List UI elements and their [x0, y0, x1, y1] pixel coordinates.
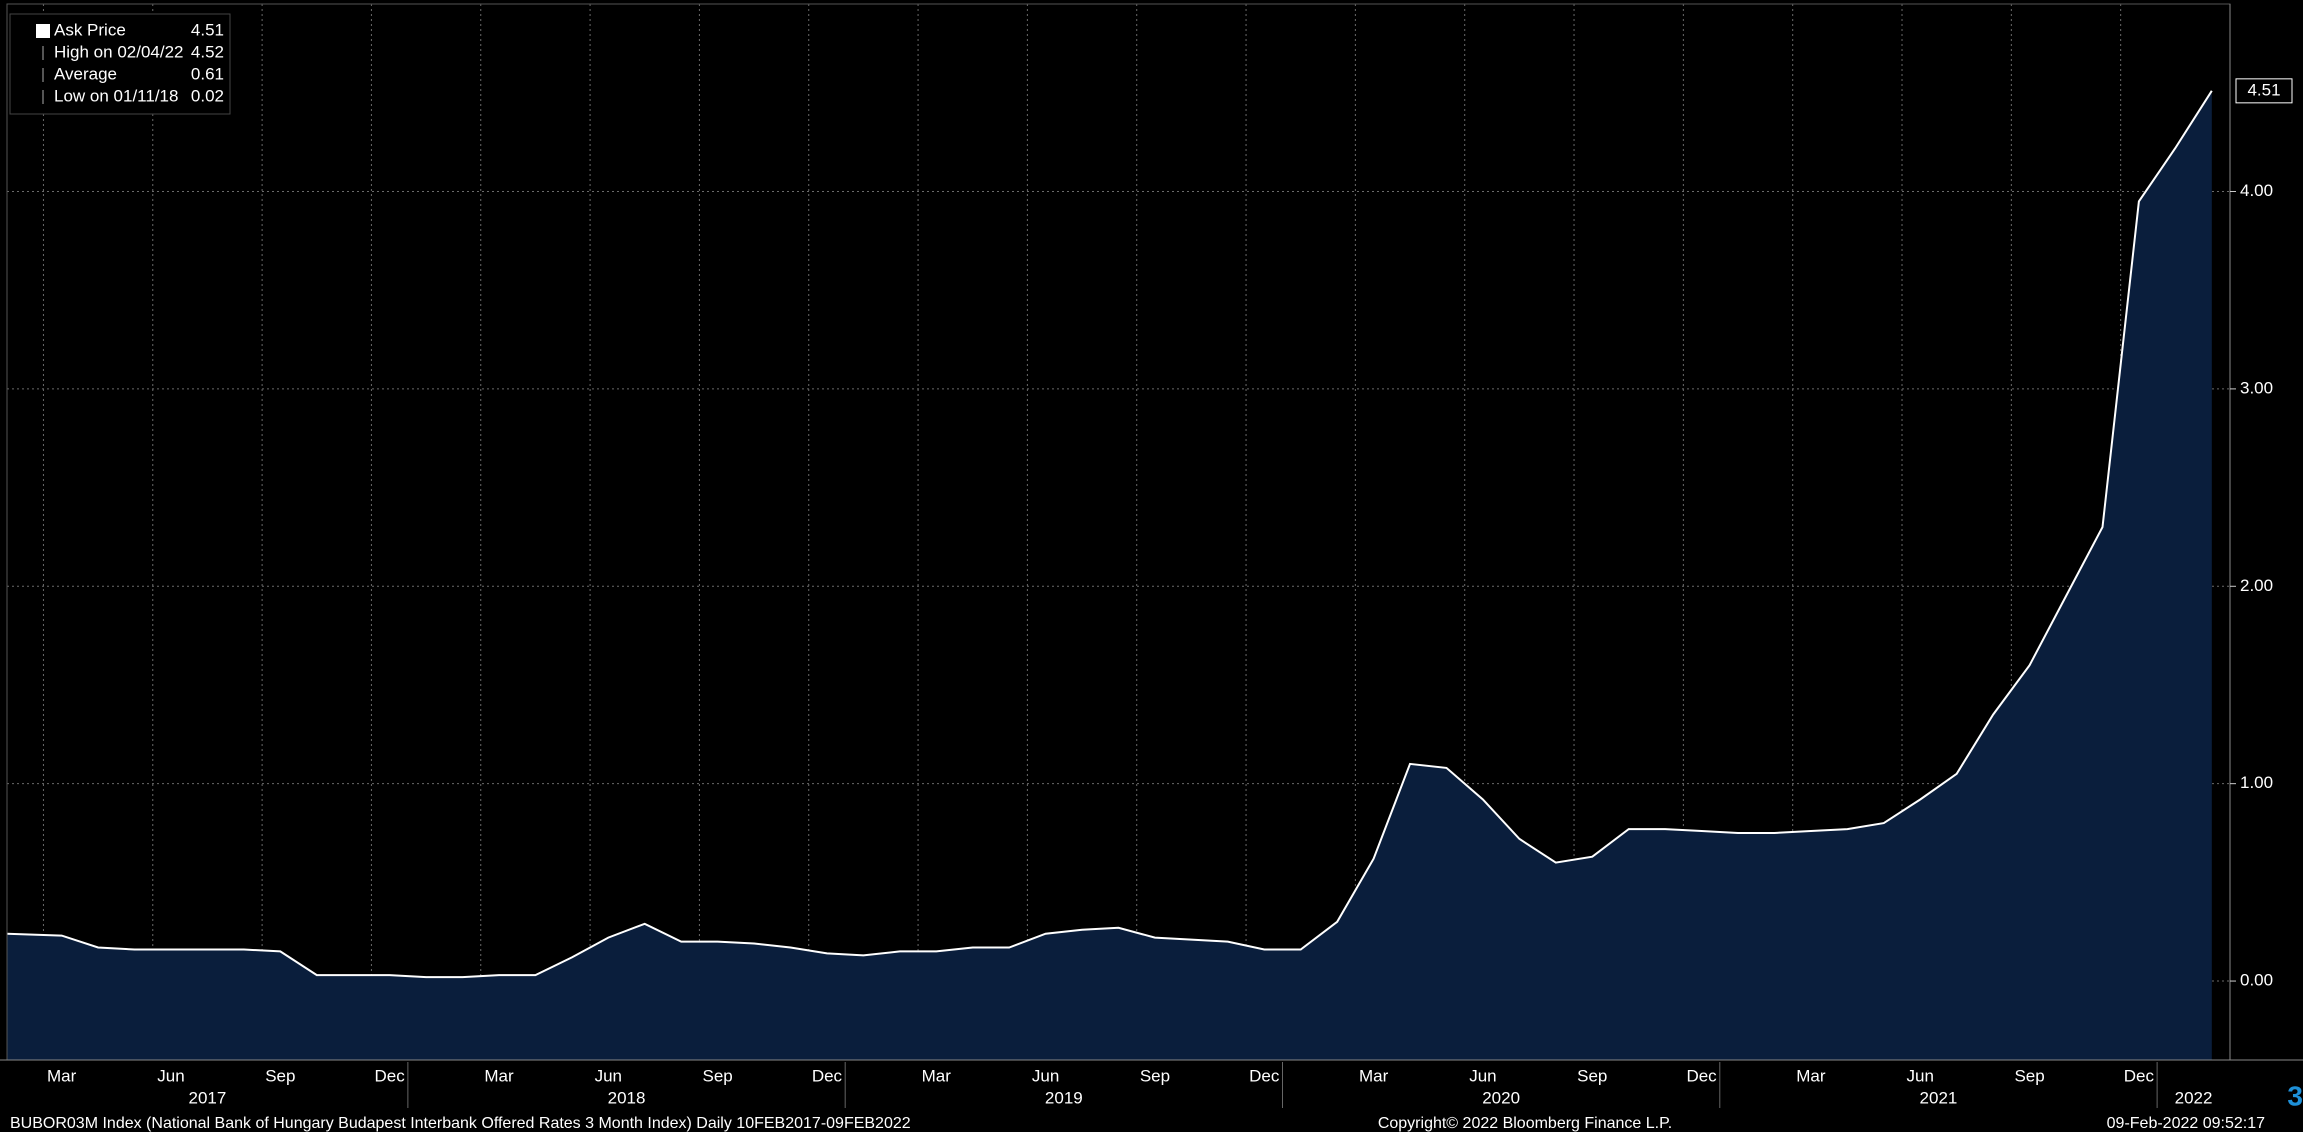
year-label: 2017: [189, 1088, 227, 1107]
x-tick-label: Dec: [2124, 1066, 2155, 1085]
y-tick-label: 0.00: [2240, 971, 2273, 990]
year-label: 2019: [1045, 1088, 1083, 1107]
y-tick-label: 2.00: [2240, 576, 2273, 595]
x-tick-label: Jun: [1907, 1066, 1934, 1085]
x-tick-label: Sep: [1577, 1066, 1607, 1085]
x-tick-label: Dec: [375, 1066, 406, 1085]
legend-value: 0.61: [191, 64, 224, 83]
legend-value: 0.02: [191, 86, 224, 105]
x-tick-label: Dec: [812, 1066, 843, 1085]
area: [7, 90, 2212, 1061]
footer-left: BUBOR03M Index (National Bank of Hungary…: [10, 1115, 911, 1132]
y-tick-label: 1.00: [2240, 773, 2273, 792]
x-tick-label: Sep: [265, 1066, 295, 1085]
x-tick-label: Mar: [922, 1066, 952, 1085]
year-label: 2020: [1482, 1088, 1520, 1107]
y-tick-label: 3.00: [2240, 378, 2273, 397]
legend-name: Low on 01/11/18: [54, 86, 178, 105]
x-tick-label: Jun: [1032, 1066, 1059, 1085]
x-tick-label: Mar: [1796, 1066, 1826, 1085]
last-value-label: 4.51: [2247, 80, 2280, 99]
legend-name: High on 02/04/22: [54, 42, 184, 61]
x-tick-label: Mar: [1359, 1066, 1389, 1085]
x-tick-label: Mar: [484, 1066, 514, 1085]
y-tick-label: 4.00: [2240, 181, 2273, 200]
last-value-box: [2235, 78, 2293, 104]
legend-swatch: [36, 24, 50, 38]
legend-name: Ask Price: [54, 20, 126, 39]
line: [6, 90, 2213, 979]
year-label: 2022: [2175, 1088, 2213, 1107]
footer-center: Copyright© 2022 Bloomberg Finance L.P.: [1378, 1115, 1672, 1132]
plot: [6, 4, 2230, 1061]
legend-value: 4.52: [191, 42, 224, 61]
x-tick-label: Dec: [1686, 1066, 1717, 1085]
x-tick-label: Sep: [2014, 1066, 2044, 1085]
x-tick-label: Mar: [47, 1066, 77, 1085]
corner-mark: 3: [2287, 1080, 2303, 1111]
footer-right: 09-Feb-2022 09:52:17: [2107, 1115, 2265, 1132]
x-tick-label: Jun: [157, 1066, 184, 1085]
x-tick-label: Dec: [1249, 1066, 1280, 1085]
x-tick-label: Jun: [595, 1066, 622, 1085]
x-tick-label: Jun: [1469, 1066, 1496, 1085]
year-label: 2018: [608, 1088, 646, 1107]
legend-value: 4.51: [191, 20, 224, 39]
year-label: 2021: [1920, 1088, 1958, 1107]
x-tick-label: Sep: [1140, 1066, 1170, 1085]
legend-name: Average: [54, 64, 117, 83]
x-tick-label: Sep: [703, 1066, 733, 1085]
